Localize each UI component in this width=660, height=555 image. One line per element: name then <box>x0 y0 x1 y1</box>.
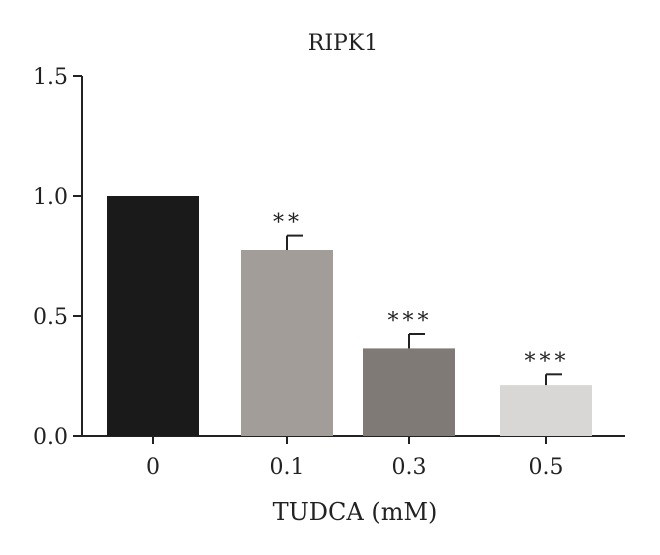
bar <box>500 385 592 436</box>
y-tick-label: 0.0 <box>33 425 68 450</box>
x-tick-label: 0.1 <box>270 455 305 480</box>
x-tick-label: 0 <box>146 455 160 480</box>
significance-label: *** <box>525 349 570 374</box>
plot-area: 0.0 0.5 1.0 1.5 0 ** 0.1 *** 0.3 *** 0.5 <box>33 65 625 480</box>
chart-title: RIPK1 <box>308 31 379 56</box>
bar <box>241 250 333 436</box>
y-tick-label: 0.5 <box>33 305 68 330</box>
significance-label: ** <box>273 211 303 236</box>
bar <box>107 196 199 436</box>
y-tick-label: 1.5 <box>33 65 68 90</box>
y-tick-label: 1.0 <box>33 185 68 210</box>
x-axis-label: TUDCA (mM) <box>273 498 438 526</box>
significance-label: *** <box>388 309 433 334</box>
x-tick-label: 0.3 <box>392 455 427 480</box>
bar <box>363 348 455 436</box>
x-tick-label: 0.5 <box>529 455 564 480</box>
